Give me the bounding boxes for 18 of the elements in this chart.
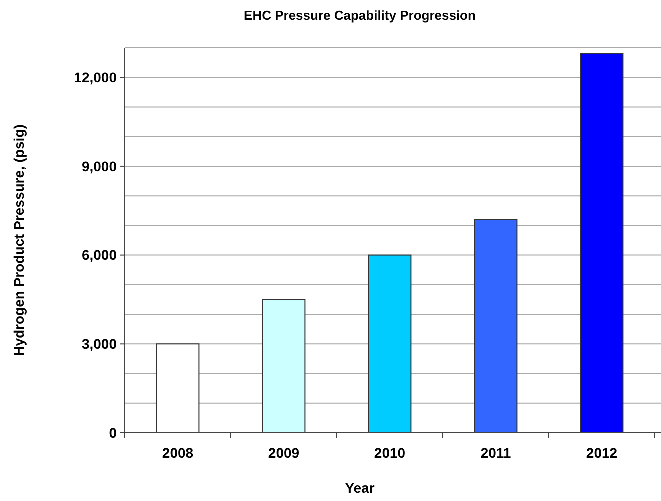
y-axis-title: Hydrogen Product Pressure, (psig) bbox=[11, 124, 27, 356]
x-tick-label: 2010 bbox=[374, 445, 406, 461]
bar bbox=[474, 219, 518, 434]
x-tick-label: 2012 bbox=[586, 445, 618, 461]
bar bbox=[580, 53, 624, 434]
x-tick-label: 2011 bbox=[480, 445, 512, 461]
bar bbox=[262, 299, 306, 434]
x-axis-title: Year bbox=[345, 480, 376, 496]
bar bbox=[156, 344, 200, 434]
chart-title: EHC Pressure Capability Progression bbox=[244, 8, 476, 23]
bar bbox=[368, 254, 412, 434]
x-tick-label: 2008 bbox=[162, 445, 194, 461]
y-tick-label: 9,000 bbox=[82, 158, 118, 174]
x-tick-label: 2009 bbox=[268, 445, 300, 461]
y-tick-label: 0 bbox=[109, 424, 118, 441]
y-tick-label: 6,000 bbox=[82, 247, 118, 264]
y-tick-label: 3,000 bbox=[82, 336, 118, 352]
y-tick-label: 12,000 bbox=[74, 70, 118, 86]
